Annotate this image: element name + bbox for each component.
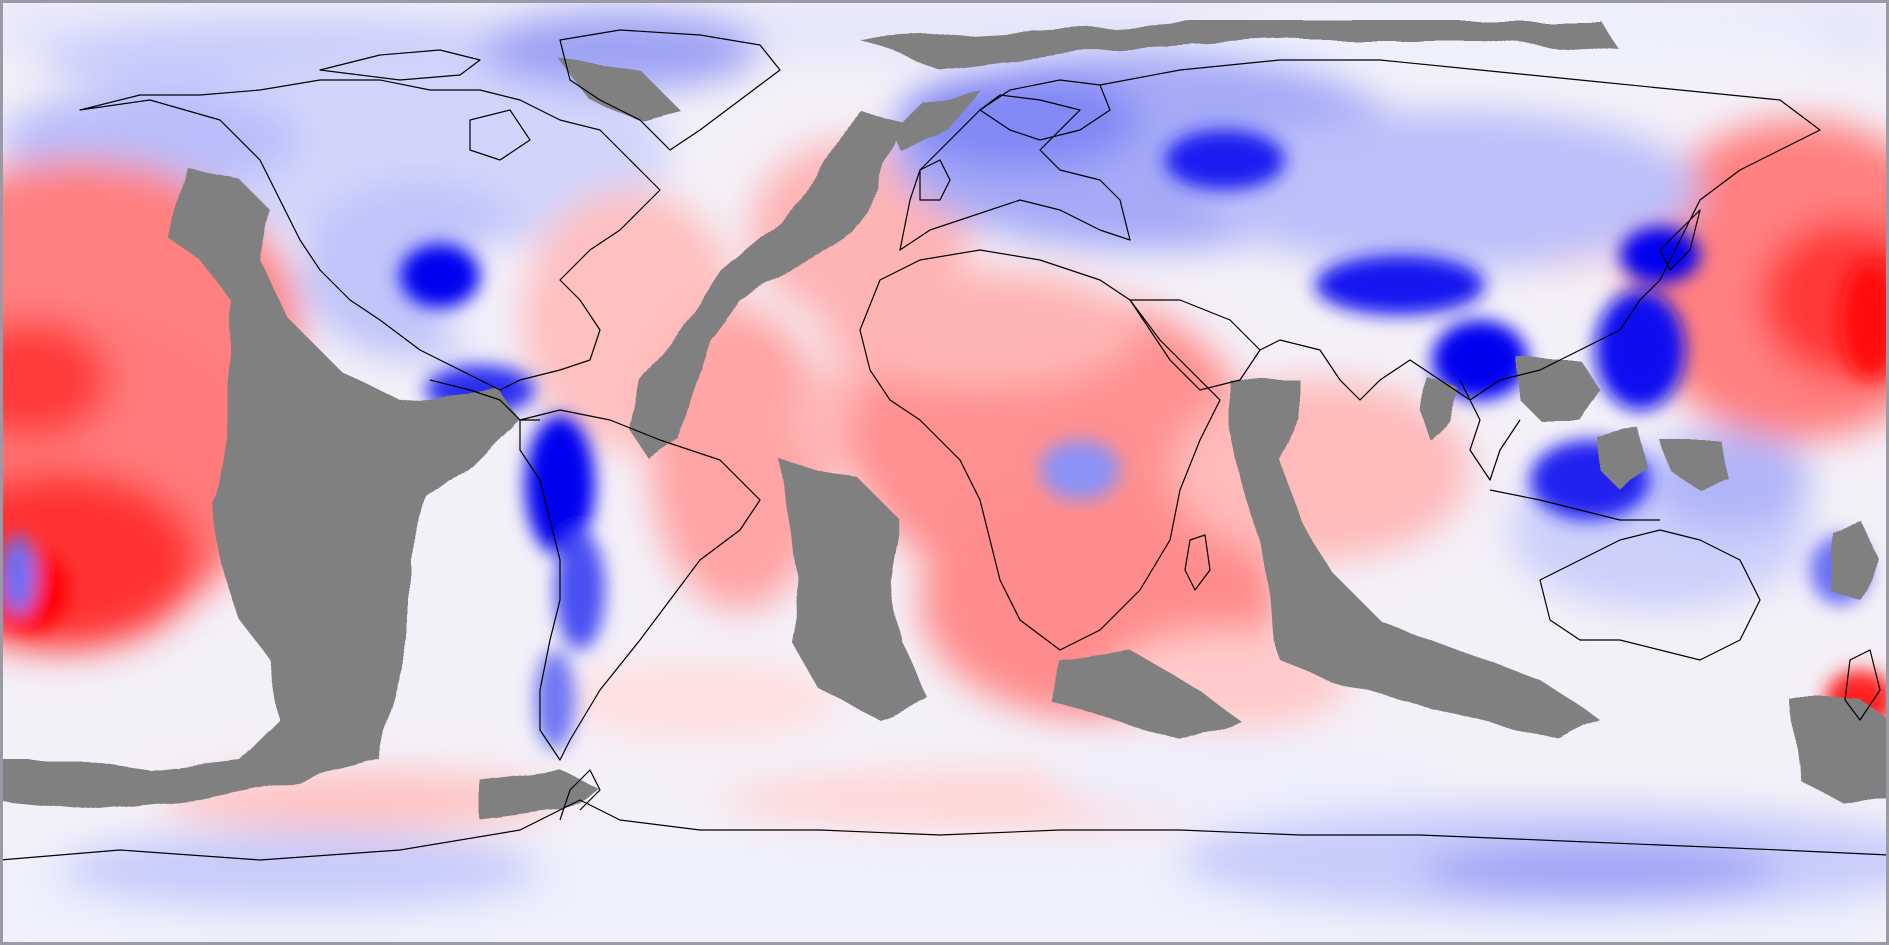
coastline-indochina xyxy=(1459,379,1521,481)
missing-data-mask xyxy=(0,20,1889,820)
coastline-antarctic-peninsula xyxy=(559,769,601,821)
coastline-asia xyxy=(1099,59,1821,401)
coastline-europe xyxy=(899,94,1131,251)
coastline-scandinavia xyxy=(979,79,1111,141)
coastline-indonesia xyxy=(1489,489,1660,521)
coastline-greenland xyxy=(559,29,781,151)
coastline-canada-islands xyxy=(319,49,481,81)
coastline-north-america xyxy=(79,79,661,391)
coastline-central-america xyxy=(429,379,540,421)
coastlines xyxy=(0,29,1889,861)
coastline-british-isles xyxy=(919,159,951,201)
coastline-australia xyxy=(1539,529,1761,661)
coastline-arabia xyxy=(1129,299,1261,391)
coastline-japan xyxy=(1659,209,1701,271)
coastline-antarctica xyxy=(0,799,1889,861)
coastline-madagascar xyxy=(1184,534,1211,591)
coastline-south-america xyxy=(519,409,761,761)
coastline-hudson-bay xyxy=(469,109,531,161)
coastline-new-zealand xyxy=(1844,649,1881,721)
coastline-africa xyxy=(859,249,1221,651)
